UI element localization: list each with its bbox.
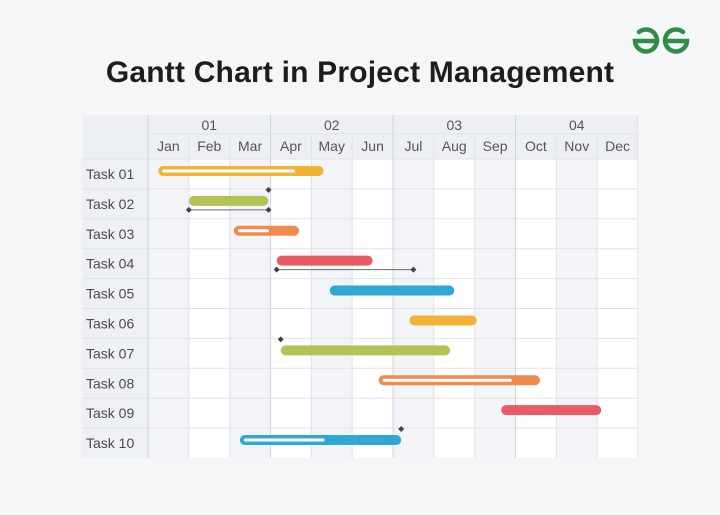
quarter-label: 04	[569, 117, 585, 133]
task-label: Task 04	[86, 256, 134, 272]
task-progress-line	[243, 438, 325, 442]
month-label: Jun	[361, 138, 384, 154]
task-label: Task 02	[86, 196, 134, 212]
month-label: Aug	[442, 138, 467, 154]
milestone-marker	[277, 336, 284, 343]
quarter-label: 03	[446, 117, 462, 133]
month-label: Mar	[238, 138, 262, 154]
month-label: Jan	[157, 138, 180, 154]
dependency-marker	[185, 206, 192, 213]
month-label: Jul	[404, 138, 422, 154]
month-label: Oct	[525, 138, 547, 154]
brand-logo	[632, 24, 690, 58]
gantt-svg: 01 02 03 04 Jan Feb Mar Apr May Jun Jul Aug Sep Oct No…	[82, 115, 639, 458]
task-bar	[280, 345, 451, 356]
month-label: Nov	[564, 138, 589, 154]
task-label: Task 01	[86, 166, 134, 182]
task-progress-line	[162, 169, 295, 173]
quarter-label: 02	[324, 117, 340, 133]
geeksforgeeks-logo-icon	[632, 27, 690, 54]
task-label: Task 03	[86, 226, 134, 242]
task-progress-line	[237, 229, 269, 233]
quarter-label: 01	[201, 117, 217, 133]
dependency-marker	[265, 206, 272, 213]
month-label: May	[319, 138, 345, 154]
task-label: Task 07	[86, 345, 134, 361]
dependency-marker	[273, 266, 280, 273]
task-progress-line	[382, 378, 512, 382]
task-bar	[501, 405, 602, 416]
page-title: Gantt Chart in Project Management	[105, 56, 615, 89]
month-label: Apr	[280, 138, 302, 154]
task-bar	[329, 285, 455, 296]
task-label: Task 10	[86, 435, 134, 451]
task-bar	[188, 195, 269, 206]
month-label: Sep	[483, 138, 508, 154]
task-label: Task 06	[86, 315, 134, 331]
task-bar	[276, 255, 373, 266]
gantt-chart: 01 02 03 04 Jan Feb Mar Apr May Jun Jul Aug Sep Oct No…	[82, 115, 639, 458]
milestone-marker	[265, 186, 272, 193]
task-bar	[409, 315, 477, 326]
header-background	[82, 115, 638, 159]
month-label: Dec	[605, 138, 630, 154]
task-label: Task 08	[86, 375, 134, 391]
task-label: Task 09	[86, 405, 134, 421]
dependency-marker	[410, 266, 417, 273]
month-label: Feb	[197, 138, 221, 154]
milestone-marker	[398, 426, 405, 433]
task-label: Task 05	[86, 286, 134, 302]
